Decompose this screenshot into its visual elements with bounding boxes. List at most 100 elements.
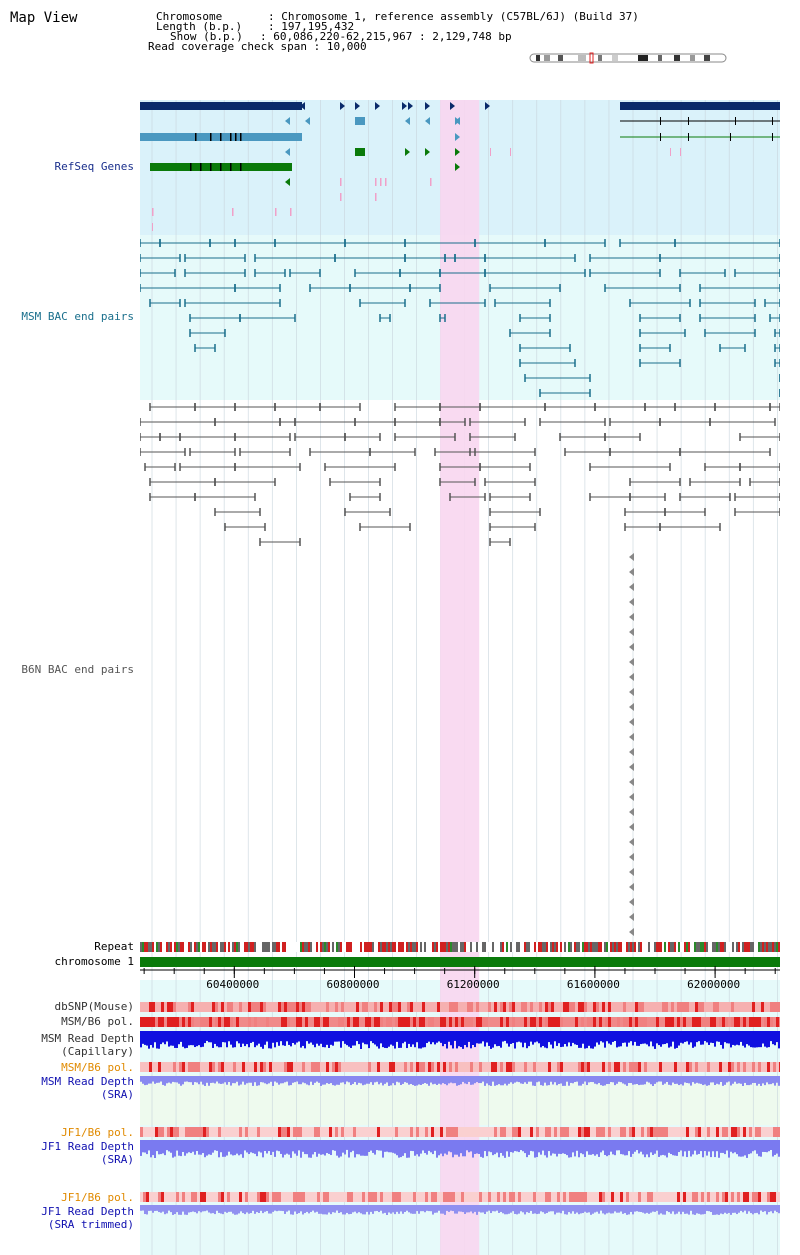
jf1-depth-trim-bar — [532, 1205, 534, 1214]
repeat-block — [500, 942, 502, 952]
jf1-b6-pol2-cell — [212, 1192, 215, 1202]
jf1-b6-pol2-cell — [764, 1192, 767, 1202]
msm-depth-sra-bar — [582, 1076, 584, 1084]
repeat-block — [710, 942, 712, 952]
gene-block — [772, 117, 773, 125]
dbsnp-cell — [287, 1002, 290, 1012]
jf1-depth-sra-bar — [730, 1140, 732, 1152]
msm-depth-sra-bar — [484, 1076, 486, 1086]
repeat-block — [402, 942, 404, 952]
jf1-b6-pol-cell — [719, 1127, 722, 1137]
gene-arrow — [285, 148, 290, 156]
msm-b6-pol-cell — [155, 1017, 158, 1027]
refseq-gene-features[interactable] — [140, 102, 780, 231]
jf1-depth-trim-bar — [596, 1205, 598, 1212]
msm-b6-pol2-cell — [194, 1062, 197, 1072]
jf1-b6-pol2-cell — [485, 1192, 488, 1202]
msm-bac-features[interactable] — [140, 239, 780, 397]
repeat-block — [734, 942, 736, 952]
gene-block — [240, 163, 242, 171]
repeat-block — [344, 942, 346, 952]
msm-depth-sra-bar — [372, 1076, 374, 1085]
jf1-depth-trim-bar — [772, 1205, 774, 1214]
msm-b6-pol2-cell — [548, 1062, 551, 1072]
jf1-b6-pol2-cell — [698, 1192, 701, 1202]
msm-depth-capillary-bar — [588, 1031, 590, 1046]
dbsnp-cell — [497, 1002, 500, 1012]
repeat-block — [718, 942, 720, 952]
msm-b6-pol2-cell — [464, 1062, 467, 1072]
b6n-bac-features[interactable] — [140, 403, 780, 936]
jf1-b6-pol-cell — [290, 1127, 293, 1137]
repeat-block — [324, 942, 326, 952]
msm-b6-pol2-cell — [659, 1062, 662, 1072]
gene-arrow — [425, 148, 430, 156]
jf1-depth-trim-bar — [522, 1205, 524, 1213]
msm-depth-capillary-bar — [218, 1031, 220, 1048]
read-depth-tracks[interactable] — [140, 1031, 780, 1215]
msm-depth-sra-bar — [284, 1076, 286, 1083]
jf1-depth-sra-bar — [552, 1140, 554, 1154]
repeat-block — [604, 942, 606, 952]
jf1-depth-sra-bar — [630, 1140, 632, 1157]
jf1-depth-sra-bar — [704, 1140, 706, 1152]
repeat-block — [192, 942, 194, 952]
jf1-b6-pol-cell — [770, 1127, 773, 1137]
dbsnp-cell — [767, 1002, 770, 1012]
msm-depth-capillary-bar — [414, 1031, 416, 1048]
jf1-b6-pol-cell — [551, 1127, 554, 1137]
jf1-depth-trim-bar — [580, 1205, 582, 1214]
jf1-b6-pol2-cell — [161, 1192, 164, 1202]
dbsnp-cell — [206, 1002, 209, 1012]
msm-depth-capillary-sublabel: (Capillary) — [61, 1045, 134, 1058]
msm-b6-pol2-cell — [503, 1062, 506, 1072]
repeat-block — [298, 942, 300, 952]
jf1-depth-sra-bar — [644, 1140, 646, 1158]
msm-depth-capillary-bar — [140, 1031, 142, 1048]
msm-depth-sra-bar — [776, 1076, 778, 1083]
msm-depth-capillary-bar — [456, 1031, 458, 1049]
repeat-block — [474, 942, 476, 952]
msm-b6-pol-cell — [182, 1017, 185, 1027]
msm-depth-capillary-bar — [628, 1031, 630, 1043]
jf1-b6-pol2-cell — [410, 1192, 413, 1202]
dbsnp-cell — [485, 1002, 488, 1012]
polymorphism-heat-tracks[interactable] — [140, 1002, 780, 1202]
msm-b6-pol2-cell — [695, 1062, 698, 1072]
jf1-depth-trim-bar — [374, 1205, 376, 1212]
jf1-depth-sra-bar — [696, 1140, 698, 1155]
jf1-depth-trim-bar — [266, 1205, 268, 1212]
msm-b6-pol2-cell — [578, 1062, 581, 1072]
msm-depth-capillary-bar — [506, 1031, 508, 1044]
jf1-b6-pol2-cell — [383, 1192, 386, 1202]
msm-b6-pol-cell — [278, 1017, 281, 1027]
repeat-track[interactable] — [140, 942, 780, 952]
dbsnp-cell — [701, 1002, 704, 1012]
gene-arrow — [140, 133, 145, 141]
jf1-b6-pol2-cell — [638, 1192, 641, 1202]
jf1-depth-trim-bar — [706, 1205, 708, 1211]
repeat-block — [346, 942, 348, 952]
b6n-bac-end-marker — [629, 643, 634, 651]
msm-depth-sra-bar — [426, 1076, 428, 1084]
msm-depth-sra-bar — [288, 1076, 290, 1086]
jf1-b6-pol2-cell — [596, 1192, 599, 1202]
msm-b6-pol-cell — [413, 1017, 416, 1027]
msm-depth-capillary-bar — [156, 1031, 158, 1049]
msm-depth-sra-bar — [330, 1076, 332, 1084]
jf1-depth-sra-bar — [642, 1140, 644, 1155]
jf1-b6-pol2-cell — [416, 1192, 419, 1202]
repeat-block — [758, 942, 760, 952]
jf1-b6-pol2-cell — [425, 1192, 428, 1202]
repeat-block — [480, 942, 482, 952]
chromosome-ideogram[interactable] — [528, 52, 728, 64]
jf1-depth-trim-bar — [760, 1205, 762, 1211]
chromosome-bar[interactable] — [140, 957, 780, 967]
repeat-block — [280, 942, 282, 952]
msm-depth-sra-bar — [218, 1076, 220, 1084]
msm-depth-sra-bar — [230, 1076, 232, 1086]
msm-depth-sra-bar — [440, 1076, 442, 1085]
genome-browser-view[interactable] — [140, 100, 780, 1255]
jf1-depth-sra-bar — [250, 1140, 252, 1153]
repeat-block — [358, 942, 360, 952]
